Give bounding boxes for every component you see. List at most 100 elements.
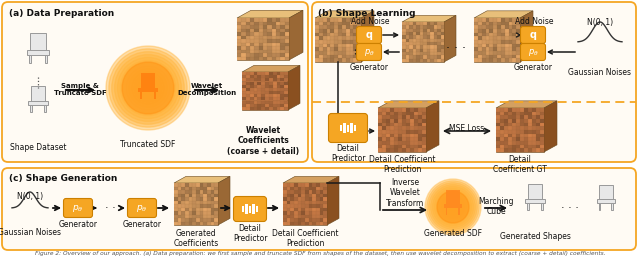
Bar xyxy=(342,36,346,40)
Bar xyxy=(426,42,430,45)
Bar xyxy=(338,33,342,36)
Bar xyxy=(326,44,330,47)
Bar xyxy=(253,75,257,78)
Bar xyxy=(478,47,482,51)
Text: Generated SDF: Generated SDF xyxy=(424,229,482,238)
Bar xyxy=(394,137,398,141)
Bar xyxy=(422,108,426,112)
Bar xyxy=(261,91,265,94)
Bar xyxy=(280,53,285,57)
Bar xyxy=(31,86,45,100)
Bar xyxy=(357,33,361,36)
Bar xyxy=(509,51,513,55)
Text: · · ·: · · · xyxy=(561,203,579,213)
Bar xyxy=(200,190,204,194)
Bar xyxy=(308,215,312,218)
Bar xyxy=(263,42,268,46)
Bar xyxy=(287,215,291,218)
Bar xyxy=(418,141,422,145)
Bar xyxy=(246,107,250,110)
Bar xyxy=(409,55,413,59)
Text: q: q xyxy=(365,30,372,40)
Bar xyxy=(242,75,246,78)
Bar xyxy=(246,94,250,97)
Bar xyxy=(338,58,342,62)
Bar xyxy=(294,222,298,225)
Bar xyxy=(276,91,280,94)
Bar xyxy=(482,51,486,55)
Bar xyxy=(250,39,254,42)
Bar xyxy=(528,115,532,119)
Bar xyxy=(382,108,386,112)
Bar xyxy=(430,49,433,52)
Bar xyxy=(528,119,532,123)
Bar xyxy=(330,33,334,36)
Bar xyxy=(285,29,289,32)
Bar xyxy=(323,47,326,51)
Bar xyxy=(246,35,250,39)
Bar xyxy=(189,218,193,222)
Bar xyxy=(315,51,319,55)
Bar xyxy=(520,148,524,152)
Bar xyxy=(357,55,361,58)
Bar xyxy=(323,55,326,58)
Bar xyxy=(386,130,390,134)
Bar xyxy=(409,29,413,32)
Bar xyxy=(410,141,414,145)
Bar xyxy=(263,29,268,32)
Bar xyxy=(316,215,319,218)
Bar xyxy=(501,22,505,25)
Bar xyxy=(241,53,246,57)
Bar xyxy=(482,29,486,33)
Bar xyxy=(493,25,497,29)
Bar xyxy=(319,51,323,55)
Bar xyxy=(200,200,204,204)
Bar xyxy=(413,22,416,25)
Bar xyxy=(283,207,287,211)
Bar xyxy=(263,22,268,25)
Bar xyxy=(287,183,291,187)
Bar xyxy=(382,119,386,123)
Bar xyxy=(422,126,426,130)
Bar xyxy=(513,29,516,33)
Bar xyxy=(516,112,520,115)
Bar xyxy=(276,42,280,46)
Bar xyxy=(528,112,532,115)
Bar xyxy=(423,45,426,49)
FancyBboxPatch shape xyxy=(520,26,545,43)
Bar xyxy=(357,22,361,25)
Bar xyxy=(294,183,298,187)
Bar xyxy=(241,25,246,29)
Bar xyxy=(398,126,402,130)
Bar xyxy=(316,222,319,225)
Bar xyxy=(402,55,406,59)
Bar xyxy=(474,44,478,47)
Bar xyxy=(505,51,509,55)
Bar xyxy=(490,40,493,44)
Bar xyxy=(214,211,218,215)
Bar xyxy=(426,25,430,29)
Bar xyxy=(204,207,207,211)
Bar xyxy=(416,35,419,39)
Bar xyxy=(280,50,285,53)
Bar xyxy=(497,55,501,58)
Bar xyxy=(504,145,508,148)
Bar xyxy=(250,78,253,81)
Bar xyxy=(174,211,178,215)
Bar xyxy=(174,183,178,187)
Bar xyxy=(263,50,268,53)
Text: (a) Data Preparation: (a) Data Preparation xyxy=(9,9,115,18)
Bar xyxy=(285,57,289,60)
Bar xyxy=(323,211,327,215)
Bar xyxy=(528,123,532,126)
Bar xyxy=(323,58,326,62)
Bar xyxy=(413,29,416,32)
Bar xyxy=(346,58,349,62)
Circle shape xyxy=(129,69,167,107)
Bar xyxy=(433,29,437,32)
Bar xyxy=(482,58,486,62)
Bar xyxy=(241,18,246,22)
Bar xyxy=(410,130,414,134)
Bar xyxy=(490,25,493,29)
Bar xyxy=(505,29,509,33)
